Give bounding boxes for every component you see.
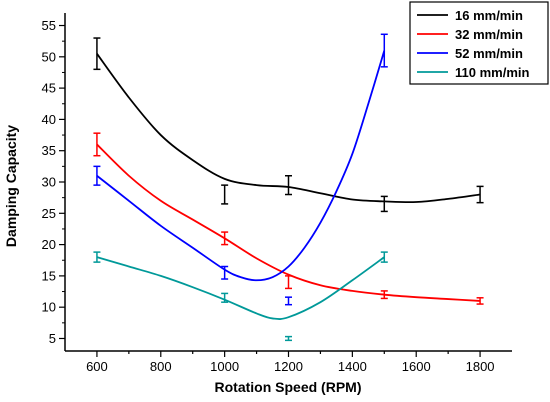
y-tick-label: 5 (49, 331, 56, 346)
x-tick-label: 1000 (210, 359, 239, 374)
y-tick-label: 40 (42, 112, 56, 127)
legend-label: 16 mm/min (455, 8, 523, 23)
legend-label: 110 mm/min (455, 65, 529, 80)
y-tick-label: 10 (42, 300, 56, 315)
x-axis-label: Rotation Speed (RPM) (215, 379, 362, 395)
y-tick-label: 45 (42, 81, 56, 96)
y-tick-label: 55 (42, 18, 56, 33)
legend: 16 mm/min 32 mm/min 52 mm/min 110 mm/min (409, 1, 549, 85)
y-tick-label: 30 (42, 175, 56, 190)
x-tick-label: 1200 (274, 359, 303, 374)
plot-area (93, 33, 484, 342)
series-line (96, 50, 386, 282)
y-tick-label: 35 (42, 143, 56, 158)
axes: 600 800 1000 1200 1400 1600 1800 5 10 15 20 25 30 35 4… (42, 13, 512, 374)
series-line (96, 143, 481, 302)
x-tick-label: 1400 (338, 359, 367, 374)
legend-label: 52 mm/min (455, 46, 523, 61)
y-tick-label: 50 (42, 49, 56, 64)
y-tick-label: 25 (42, 206, 56, 221)
y-tick-label: 15 (42, 268, 56, 283)
x-tick-label: 1800 (466, 359, 495, 374)
x-tick-label: 1600 (402, 359, 431, 374)
y-tick-label: 20 (42, 237, 56, 252)
series-line (96, 256, 385, 320)
x-tick-label: 800 (150, 359, 172, 374)
y-axis-label: Damping Capacity (3, 125, 19, 247)
legend-label: 32 mm/min (455, 27, 523, 42)
x-tick-label: 600 (86, 359, 108, 374)
